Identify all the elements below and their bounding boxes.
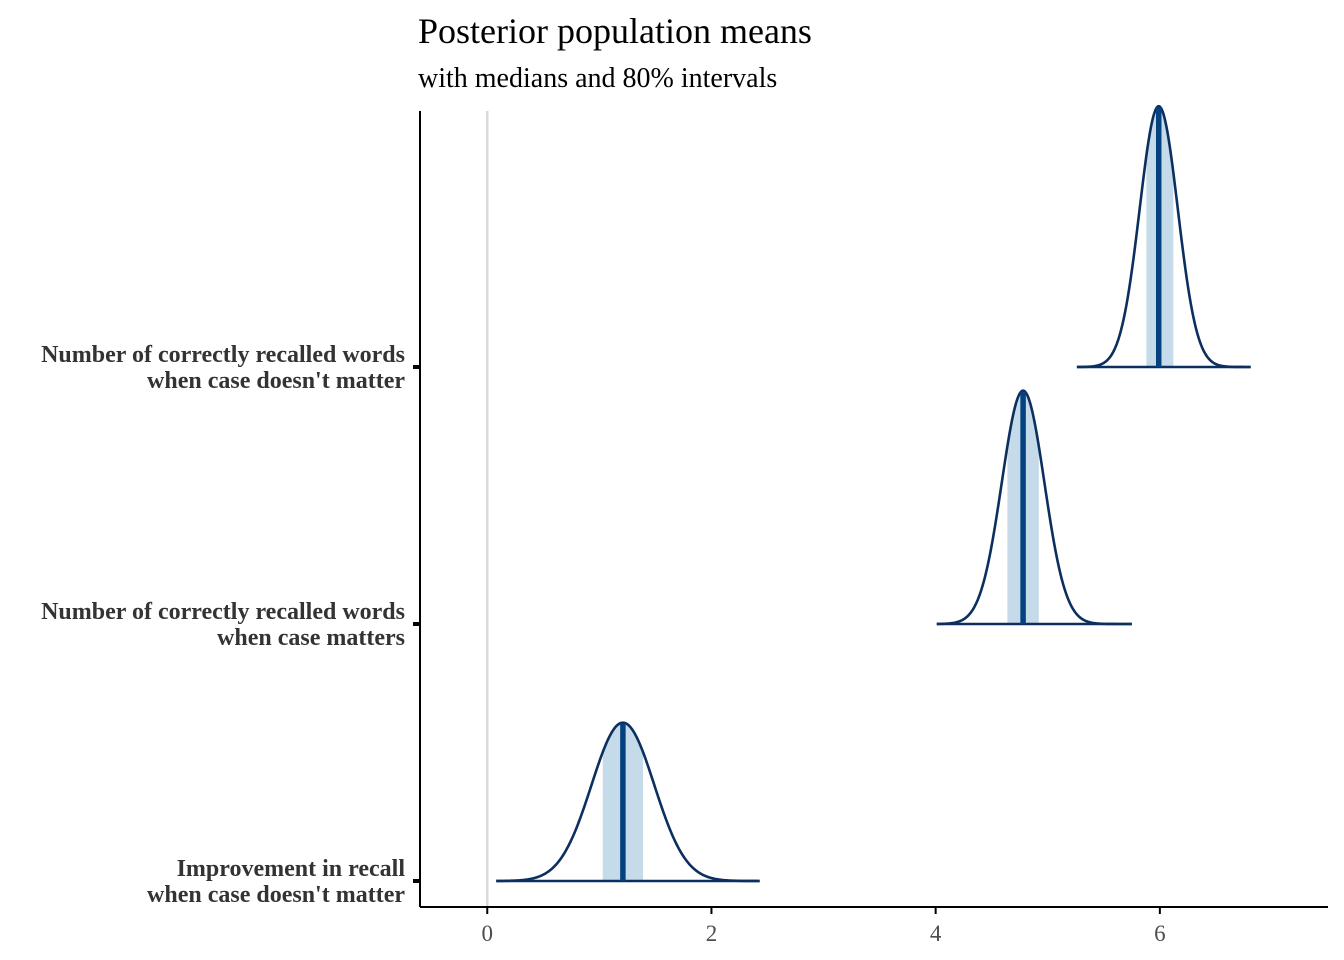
chart-title: Posterior population means (418, 11, 812, 51)
x-tick-label-6: 6 (1154, 921, 1166, 946)
series-2-label: Number of correctly recalled words when c… (41, 599, 405, 651)
series-1-density-curve (496, 721, 760, 883)
series-1-label-line-1: Improvement in recall (177, 856, 406, 882)
series-2-label-line-1: Number of correctly recalled words (41, 599, 405, 625)
x-tick-label-0: 0 (482, 921, 494, 946)
x-tick-label-2: 2 (706, 921, 718, 946)
series-2-label-line-2: when case matters (217, 625, 405, 651)
chart-subtitle: with medians and 80% intervals (418, 63, 777, 94)
series-1-label: Improvement in recall when case doesn't m… (147, 856, 405, 908)
series-3-label: Number of correctly recalled words when c… (41, 342, 405, 394)
series-3-label-line-2: when case doesn't matter (147, 368, 405, 394)
series-1-label-line-2: when case doesn't matter (147, 882, 405, 908)
series-3-label-line-1: Number of correctly recalled words (41, 342, 405, 368)
x-tick-label-4: 4 (930, 921, 942, 946)
plot-area: Improvement in recall when case doesn't m… (41, 104, 1328, 946)
